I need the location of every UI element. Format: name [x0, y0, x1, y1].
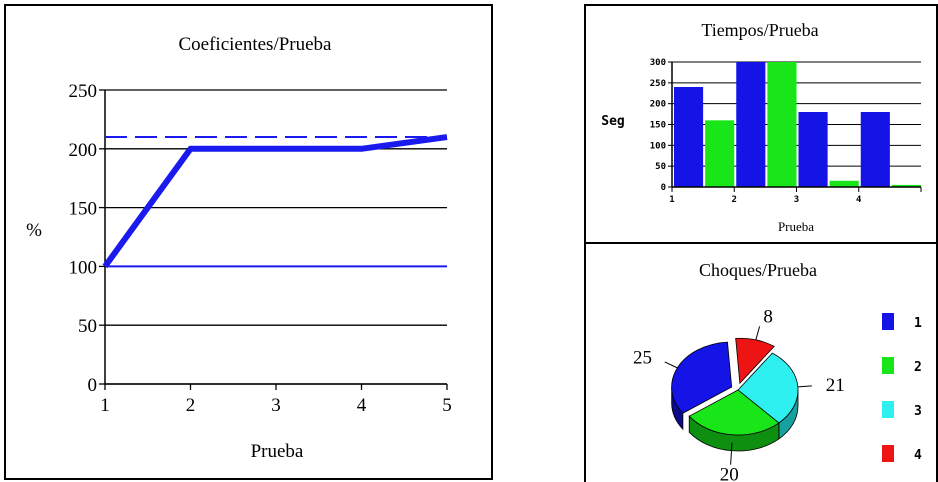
pie-leader-4	[755, 326, 761, 341]
pie-leader-1	[664, 361, 678, 369]
pie-leader-3	[797, 385, 812, 388]
x-tick-label-5: 5	[442, 395, 452, 416]
y-tick-label-200: 200	[69, 140, 98, 161]
bar-x-tick-label-2: 2	[732, 195, 737, 205]
bar-y-tick-label-250: 250	[650, 79, 666, 89]
pie-slice-2	[688, 389, 780, 436]
bar-s1-2	[736, 62, 766, 187]
pie-legend-swatch-4	[882, 445, 894, 462]
pie-value-label-3: 21	[826, 375, 845, 396]
line-chart-title: Coeficientes/Prueba	[178, 34, 332, 55]
bar-x-tick-label-4: 4	[856, 195, 862, 205]
x-tick-label-2: 2	[186, 395, 196, 416]
x-tick-label-4: 4	[357, 395, 367, 416]
line-series-1	[102, 134, 448, 269]
x-tick-label-1: 1	[100, 395, 110, 416]
pie-legend-label-3: 3	[914, 404, 922, 419]
bar-s1-3	[798, 112, 828, 187]
bar-y-tick-label-100: 100	[650, 141, 666, 151]
y-tick-label-150: 150	[69, 199, 98, 220]
x-axis-label: Prueba	[251, 441, 304, 462]
bar-y-axis-label: Seg	[601, 114, 624, 129]
bar-y-tick-label-200: 200	[650, 100, 666, 110]
pie-legend-swatch-1	[882, 313, 894, 330]
y-tick-label-0: 0	[88, 375, 98, 396]
pie-legend-label-2: 2	[914, 360, 922, 375]
bar-s2-1	[705, 120, 735, 187]
bar-x-tick-label-3: 3	[794, 195, 799, 205]
pie-leader-2	[730, 442, 733, 465]
bar-y-tick-label-300: 300	[650, 58, 666, 68]
bar-s2-4	[891, 184, 921, 187]
pie-chart-title: Choques/Prueba	[699, 260, 817, 280]
bar-y-tick-label-50: 50	[655, 162, 666, 172]
pie-value-label-4: 8	[763, 307, 773, 328]
bar-s1-4	[860, 112, 890, 187]
bar-s2-2	[767, 62, 797, 187]
bar-chart-title: Tiempos/Prueba	[701, 20, 818, 40]
pie-legend-label-4: 4	[914, 448, 922, 463]
pie-legend-swatch-3	[882, 401, 894, 418]
y-tick-label-50: 50	[78, 316, 97, 337]
x-tick-label-3: 3	[271, 395, 281, 416]
bar-y-tick-label-150: 150	[650, 121, 666, 131]
pie-value-label-1: 25	[633, 348, 652, 369]
y-tick-label-250: 250	[69, 81, 98, 102]
pie-legend-label-1: 1	[914, 316, 922, 331]
line-chart-frame	[4, 4, 493, 480]
pie-slice-3	[737, 352, 799, 424]
y-tick-label-100: 100	[69, 257, 98, 278]
bar-s1-1	[674, 87, 704, 187]
pie-legend-swatch-2	[882, 357, 894, 374]
bar-x-tick-label-1: 1	[669, 195, 674, 205]
pie-chart-frame	[584, 242, 938, 482]
bar-x-axis-label: Prueba	[778, 219, 814, 234]
pie-slice-4	[735, 337, 775, 385]
bar-s2-3	[829, 180, 859, 187]
y-axis-label: %	[26, 220, 42, 241]
pie-value-label-2: 20	[720, 465, 739, 482]
bar-y-tick-label-0: 0	[661, 183, 666, 193]
